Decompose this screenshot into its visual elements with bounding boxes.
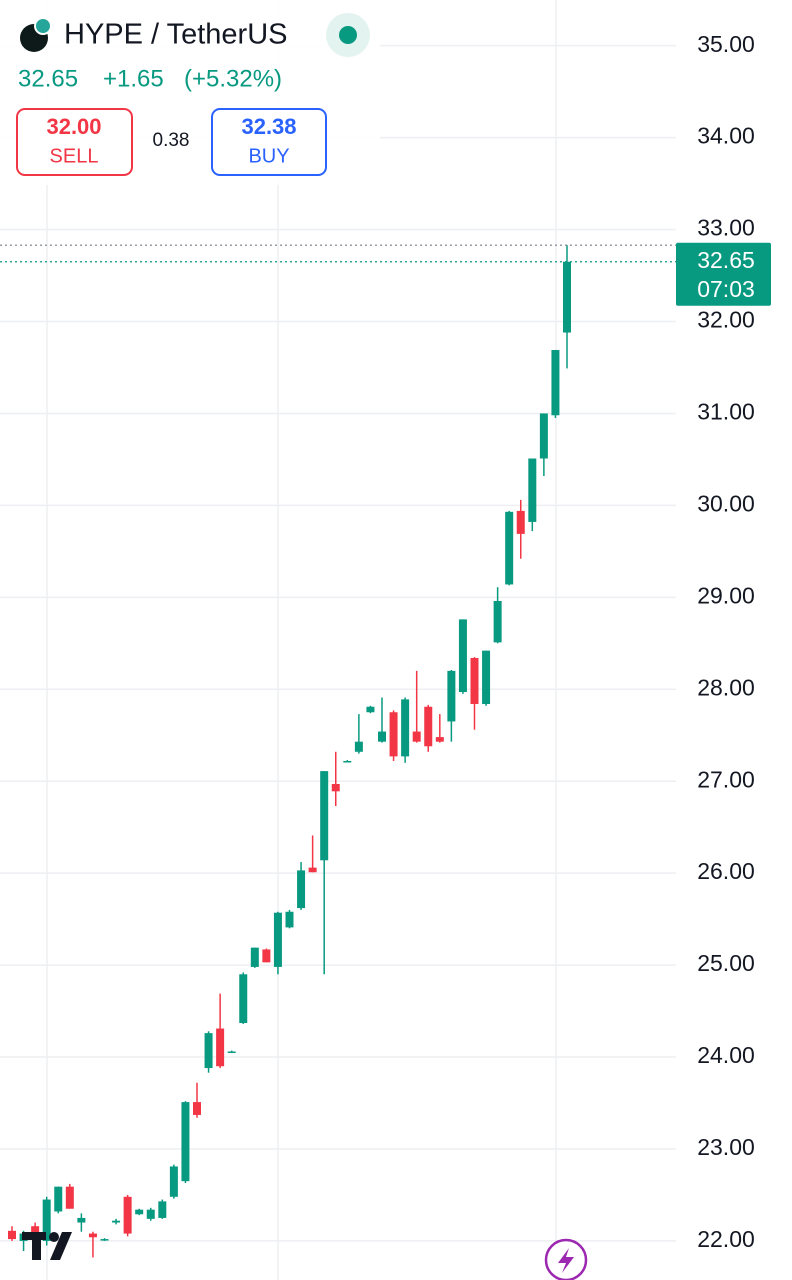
candle-body xyxy=(435,737,444,742)
y-tick-label: 29.00 xyxy=(697,582,755,608)
sell-label: SELL xyxy=(50,145,99,167)
candle-body xyxy=(331,783,340,792)
y-tick-label: 26.00 xyxy=(697,858,755,884)
buy-label: BUY xyxy=(248,145,289,167)
candle-body xyxy=(8,1230,16,1240)
candle-body xyxy=(401,699,410,757)
candle-body xyxy=(54,1186,63,1212)
tradingview-logo xyxy=(22,1232,72,1260)
candle-body xyxy=(239,974,248,1024)
candle-body xyxy=(204,1033,213,1069)
candle-body xyxy=(482,650,491,704)
y-tick-label: 30.00 xyxy=(697,490,755,516)
candle-body xyxy=(158,1201,167,1218)
y-tick-label: 24.00 xyxy=(697,1042,755,1068)
candle-body xyxy=(447,670,456,722)
candle-body xyxy=(493,601,502,643)
price-axis: 22.00 23.00 24.00 25.00 26.00 27.00 28.00 29.00… xyxy=(676,31,771,1252)
plot xyxy=(0,244,676,1258)
candle-body xyxy=(112,1220,121,1223)
y-tick-label: 23.00 xyxy=(697,1134,755,1160)
candle-body xyxy=(262,949,271,963)
candle-body xyxy=(285,911,294,928)
candle-body xyxy=(146,1209,155,1219)
candle-body xyxy=(181,1102,190,1182)
price-tag-value: 32.65 xyxy=(697,247,755,273)
candle-body xyxy=(458,619,467,693)
y-tick-label: 25.00 xyxy=(697,950,755,976)
buy-price: 32.38 xyxy=(241,114,296,139)
spread: 0.38 xyxy=(153,130,190,151)
y-tick-label: 32.00 xyxy=(697,307,755,333)
candle-body xyxy=(378,731,386,742)
candle-body xyxy=(551,350,560,416)
candle-body xyxy=(31,1226,40,1234)
logo-part xyxy=(32,1232,41,1260)
candle-body xyxy=(77,1217,86,1223)
candle-body xyxy=(100,1239,109,1241)
flash-icon xyxy=(558,1248,574,1273)
candle-body xyxy=(88,1233,97,1238)
y-tick-label: 31.00 xyxy=(697,399,755,425)
price-tag-countdown: 07:03 xyxy=(697,276,755,302)
price-change-pct: (+5.32%) xyxy=(184,65,282,92)
y-tick-label: 27.00 xyxy=(697,766,755,792)
candle-body xyxy=(412,731,421,742)
candle-body xyxy=(528,458,537,522)
candle-body xyxy=(297,870,306,909)
candle-body xyxy=(227,1051,236,1054)
logo-part xyxy=(50,1232,72,1260)
candle-body xyxy=(320,771,329,861)
price-change: +1.65 xyxy=(103,65,164,92)
candle-body xyxy=(193,1102,201,1115)
price-tag xyxy=(676,242,771,306)
y-tick-label: 28.00 xyxy=(697,674,755,700)
y-tick-label: 22.00 xyxy=(697,1226,755,1252)
grid xyxy=(0,44,676,1242)
last-price: 32.65 xyxy=(18,65,78,92)
candle-body xyxy=(563,261,571,333)
candle-body xyxy=(343,760,352,763)
candle-body xyxy=(366,706,375,713)
candle-body xyxy=(505,511,514,585)
candle-body xyxy=(516,510,525,534)
buy-button[interactable] xyxy=(211,108,327,176)
candle-body xyxy=(354,741,363,752)
candle-body xyxy=(216,1028,225,1067)
symbol: HYPE / TetherUS xyxy=(64,19,288,51)
candle-body xyxy=(135,1209,144,1215)
candle-body xyxy=(308,867,317,873)
sell-button[interactable] xyxy=(16,108,133,176)
y-tick-label: 33.00 xyxy=(697,215,755,241)
candle-body xyxy=(273,912,282,967)
candle-body xyxy=(539,413,548,459)
y-tick-label: 34.00 xyxy=(697,123,755,149)
y-tick-label: 35.00 xyxy=(697,31,755,57)
time-grid xyxy=(46,0,557,1280)
candle-body xyxy=(470,658,479,704)
logo-part xyxy=(49,1232,59,1242)
candle-body xyxy=(250,947,259,967)
quote-logo xyxy=(34,17,52,35)
market-status xyxy=(339,26,357,44)
candle-body xyxy=(123,1196,132,1234)
candle-body xyxy=(169,1166,178,1197)
candle-body xyxy=(65,1186,74,1209)
candle-body xyxy=(389,712,398,757)
candle-body xyxy=(42,1199,51,1241)
sell-price: 32.00 xyxy=(46,114,101,139)
candle-body xyxy=(424,706,433,747)
